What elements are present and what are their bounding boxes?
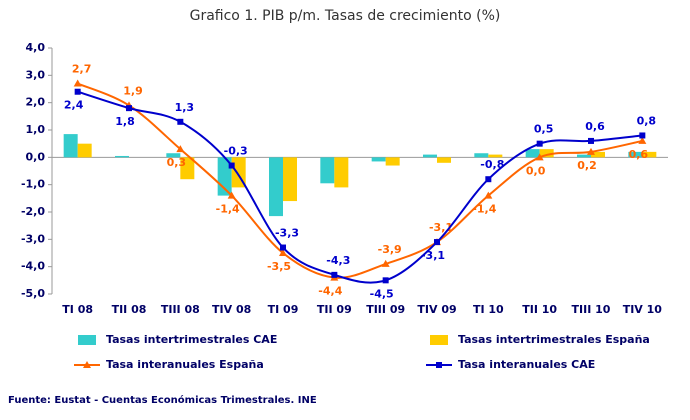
- marker: [535, 153, 544, 161]
- x-tick-label: TII 10: [522, 303, 557, 316]
- legend-label: Tasa interanuales CAE: [458, 358, 595, 371]
- marker: [227, 191, 236, 199]
- y-tick-label: 3,0: [26, 68, 46, 81]
- marker: [639, 132, 646, 139]
- x-tick-label: TIII 09: [366, 303, 405, 316]
- x-tick-label: TI 08: [62, 303, 93, 316]
- marker: [434, 239, 440, 246]
- data-label: -3,5: [267, 260, 291, 273]
- chart-title: Grafico 1. PIB p/m. Tasas de crecimiento…: [190, 8, 501, 24]
- bar: [63, 134, 78, 158]
- y-tick-label: 1,0: [26, 123, 46, 136]
- legend-marker: [436, 362, 442, 368]
- marker: [74, 88, 81, 95]
- bar: [577, 154, 591, 158]
- marker: [280, 244, 286, 251]
- bar: [628, 151, 643, 158]
- bar: [115, 155, 129, 158]
- data-label: 0,0: [526, 164, 546, 177]
- marker: [536, 140, 543, 147]
- x-tick-label: TIV 09: [417, 303, 456, 316]
- y-tick-label: -2,0: [21, 205, 45, 218]
- data-label: -0,8: [480, 158, 504, 171]
- bar: [385, 157, 400, 166]
- bar: [77, 143, 92, 158]
- bar: [423, 154, 437, 158]
- legend-label: Tasas intertrimestrales España: [458, 333, 650, 346]
- legend-label: Tasas intertrimestrales CAE: [106, 333, 277, 346]
- marker: [638, 136, 647, 144]
- x-tick-label: TIII 08: [161, 303, 200, 316]
- legend-swatch: [78, 335, 96, 345]
- marker: [381, 259, 390, 267]
- bar: [166, 153, 181, 158]
- legend-swatch: [430, 335, 448, 345]
- y-tick-label: 4,0: [26, 41, 46, 54]
- marker: [331, 271, 338, 278]
- data-label: -3,3: [275, 227, 299, 240]
- y-tick-label: -3,0: [21, 232, 45, 245]
- data-label: 2,4: [64, 99, 84, 112]
- data-label: 0,6: [629, 148, 649, 161]
- marker: [485, 176, 492, 183]
- source: Fuente: Eustat - Cuentas Económicas Trim…: [8, 394, 317, 406]
- data-label: -3,1: [421, 249, 445, 262]
- y-tick-label: -1,0: [21, 178, 45, 191]
- data-label: 0,2: [577, 159, 597, 172]
- y-tick-label: 0,0: [26, 150, 46, 163]
- legend-marker: [83, 361, 91, 368]
- bar: [269, 157, 283, 217]
- bar: [437, 157, 451, 163]
- data-label: 0,6: [585, 120, 605, 133]
- data-label: -4,5: [370, 287, 394, 300]
- data-label: 0,5: [534, 123, 554, 136]
- data-label: -1,4: [472, 203, 496, 216]
- marker: [484, 191, 493, 199]
- data-label: -0,3: [224, 145, 248, 158]
- y-tick-label: 2,0: [26, 96, 46, 109]
- bar: [180, 157, 195, 180]
- y-tick-label: -5,0: [21, 287, 45, 300]
- data-label: 1,8: [115, 115, 135, 128]
- marker: [177, 118, 184, 125]
- marker: [73, 79, 82, 87]
- data-label: 1,9: [123, 84, 143, 97]
- marker: [126, 105, 132, 112]
- x-tick-label: TII 09: [317, 303, 352, 316]
- bar: [525, 149, 540, 158]
- marker: [588, 137, 594, 144]
- data-label: -1,4: [216, 203, 240, 216]
- bar: [334, 157, 349, 188]
- x-tick-label: TI 09: [268, 303, 299, 316]
- data-label: 2,7: [72, 63, 92, 76]
- bar: [591, 151, 605, 158]
- marker: [587, 147, 595, 155]
- legend-label: Tasa interanuales España: [106, 358, 264, 371]
- x-tick-label: TII 08: [112, 303, 147, 316]
- x-tick-label: TIII 10: [572, 303, 611, 316]
- data-label: 1,3: [175, 101, 195, 114]
- bar: [642, 151, 657, 158]
- data-label: -4,3: [326, 254, 350, 267]
- bar: [320, 157, 335, 184]
- marker: [228, 162, 235, 169]
- marker: [279, 249, 287, 256]
- x-tick-label: TI 10: [473, 303, 504, 316]
- bar: [488, 154, 503, 158]
- data-label: -3,9: [378, 243, 402, 256]
- bar: [539, 149, 554, 158]
- marker: [176, 145, 185, 153]
- bar: [283, 157, 297, 202]
- x-tick-label: TIV 08: [212, 303, 251, 316]
- bar: [371, 157, 386, 162]
- data-label: -4,4: [318, 285, 342, 298]
- marker: [382, 277, 389, 284]
- data-label: 0,8: [637, 114, 657, 127]
- bar: [474, 153, 489, 158]
- y-tick-label: -4,0: [21, 260, 45, 273]
- data-label: 0,3: [167, 156, 187, 169]
- x-tick-label: TIV 10: [623, 303, 663, 316]
